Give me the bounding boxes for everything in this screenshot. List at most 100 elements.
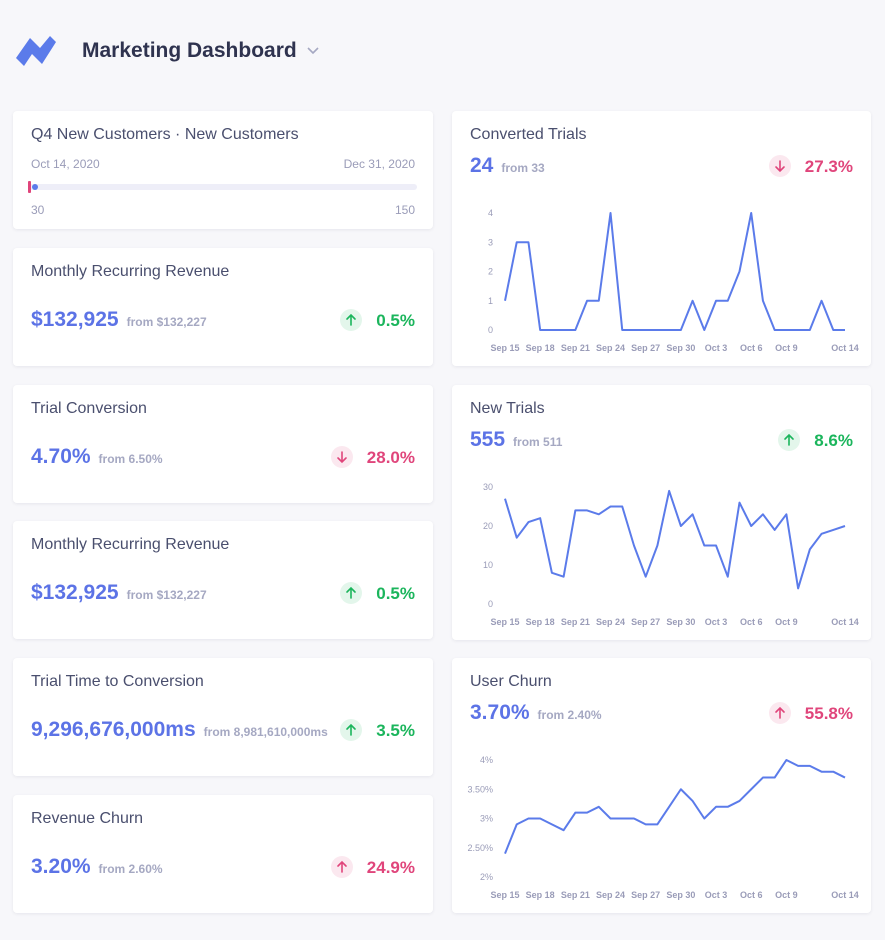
y-tick-label: 3% xyxy=(480,814,493,824)
trend-icon xyxy=(330,446,353,468)
metric-value: 4.70% from 6.50% xyxy=(31,445,163,468)
start-date: Oct 14, 2020 xyxy=(31,157,100,171)
x-tick-label: Oct 6 xyxy=(740,890,763,900)
from-value: from 2.60% xyxy=(98,862,163,876)
data-line xyxy=(504,759,846,854)
card-title: User Churn xyxy=(470,673,552,690)
metric-value: 9,296,676,000ms from 8,981,610,000ms xyxy=(31,718,328,741)
min-label: 30 xyxy=(31,203,45,217)
change-value: 0.5% xyxy=(376,584,415,603)
card-title: Revenue Churn xyxy=(31,810,144,827)
x-tick-label: Oct 3 xyxy=(705,617,728,627)
y-tick-label: 30 xyxy=(483,482,493,492)
card-title: Trial Time to Conversion xyxy=(31,673,204,690)
trend-icon xyxy=(768,155,791,177)
trend-icon xyxy=(330,856,353,878)
card-title: Q4 New Customers · New Customers xyxy=(31,126,299,143)
chart-card: Converted Trials 24 from 33 27.3% 0 1 2 3 4 Sep 1… xyxy=(452,111,871,366)
from-value: from 511 xyxy=(513,435,563,449)
metric-value: $132,925 from $132,227 xyxy=(31,581,207,604)
change-value: 0.5% xyxy=(376,311,415,330)
trend-icon xyxy=(778,429,801,451)
metric-value: 555 from 511 xyxy=(470,428,563,451)
arrow xyxy=(774,706,785,719)
arrow xyxy=(336,451,347,464)
from-value: from 2.40% xyxy=(537,708,602,722)
dropdown-chevron[interactable] xyxy=(306,46,320,56)
from-value: from $132,227 xyxy=(126,315,207,329)
y-tick-label: 1 xyxy=(488,296,493,306)
y-tick-label: 4% xyxy=(480,755,493,765)
x-tick-label: Sep 27 xyxy=(631,343,660,353)
x-tick-label: Sep 24 xyxy=(596,617,625,627)
arrow xyxy=(336,860,347,873)
metric-card: Trial Time to Conversion 9,296,676,000ms f… xyxy=(13,658,433,776)
x-tick-label: Sep 21 xyxy=(561,890,590,900)
x-tick-label: Oct 6 xyxy=(740,343,763,353)
metric-value: 3.70% from 2.40% xyxy=(470,701,602,724)
data-line xyxy=(504,212,845,331)
from-value: from 8,981,610,000ms xyxy=(203,725,328,739)
progress-bar xyxy=(28,181,417,193)
y-tick-label: 2% xyxy=(480,872,493,882)
logo xyxy=(16,36,56,66)
line-chart: 0 1 2 3 4 Sep 15 Sep 18 Sep 21 Sep 24 Sep 27 Sep 3… xyxy=(488,208,859,353)
change-value: 55.8% xyxy=(804,704,853,723)
x-tick-label: Sep 18 xyxy=(526,343,555,353)
metric-card: Revenue Churn 3.20% from 2.60% 24.9% xyxy=(13,795,433,913)
chart-card: New Trials 555 from 511 8.6% 0 10 20 30 Sep 15 Se… xyxy=(452,385,871,640)
max-label: 150 xyxy=(394,203,415,217)
x-tick-label: Sep 30 xyxy=(666,343,695,353)
from-value: from $132,227 xyxy=(126,588,207,602)
line-chart: 2% 2.50% 3% 3.50% 4% Sep 15 Sep 18 Sep 21 Sep 24… xyxy=(467,755,859,900)
y-tick-label: 4 xyxy=(488,208,493,218)
trend-icon xyxy=(340,719,363,741)
end-date: Dec 31, 2020 xyxy=(343,157,415,171)
x-tick-label: Sep 15 xyxy=(490,343,519,353)
change-value: 3.5% xyxy=(376,721,415,740)
metric-card: Monthly Recurring Revenue $132,925 from $1… xyxy=(13,248,433,366)
data-line xyxy=(504,489,846,590)
x-tick-label: Oct 14 xyxy=(831,890,859,900)
y-tick-label: 3 xyxy=(488,237,493,247)
card-title: Monthly Recurring Revenue xyxy=(31,263,230,280)
x-tick-label: Oct 9 xyxy=(775,890,798,900)
from-value: from 6.50% xyxy=(98,452,163,466)
card-title: Monthly Recurring Revenue xyxy=(31,536,230,553)
arrow xyxy=(346,723,357,736)
x-tick-label: Sep 27 xyxy=(631,890,660,900)
y-tick-label: 0 xyxy=(488,599,493,609)
x-tick-label: Oct 6 xyxy=(740,617,763,627)
metric-value: 24 from 33 xyxy=(470,154,545,177)
trend-icon xyxy=(768,702,791,724)
line-chart: 0 10 20 30 Sep 15 Sep 18 Sep 21 Sep 24 Sep 27 Sep… xyxy=(483,482,859,627)
card-title: Trial Conversion xyxy=(31,400,147,417)
change-value: 24.9% xyxy=(366,858,415,877)
arrow xyxy=(346,586,357,599)
y-tick-label: 2 xyxy=(488,267,493,277)
x-tick-label: Sep 21 xyxy=(561,343,590,353)
arrow xyxy=(346,313,357,326)
x-tick-label: Oct 3 xyxy=(705,890,728,900)
change-value: 28.0% xyxy=(366,448,415,467)
metric-card: Trial Conversion 4.70% from 6.50% 28.0% xyxy=(13,385,433,503)
x-tick-label: Sep 30 xyxy=(666,617,695,627)
x-tick-label: Oct 3 xyxy=(705,343,728,353)
y-tick-label: 20 xyxy=(483,521,493,531)
card-title: New Trials xyxy=(470,400,545,417)
trend-icon xyxy=(340,582,363,604)
y-tick-label: 10 xyxy=(483,560,493,570)
card-title: Converted Trials xyxy=(470,126,587,143)
arrow xyxy=(784,433,795,446)
x-tick-label: Sep 21 xyxy=(561,617,590,627)
x-tick-label: Sep 24 xyxy=(596,890,625,900)
metric-card: Monthly Recurring Revenue $132,925 from $1… xyxy=(13,521,433,639)
x-tick-label: Sep 30 xyxy=(666,890,695,900)
x-tick-label: Sep 18 xyxy=(526,617,555,627)
y-tick-label: 0 xyxy=(488,325,493,335)
change-value: 27.3% xyxy=(804,157,853,176)
x-tick-label: Oct 9 xyxy=(775,343,798,353)
y-tick-label: 2.50% xyxy=(467,843,493,853)
dashboard-title[interactable]: Marketing Dashboard xyxy=(82,39,297,62)
